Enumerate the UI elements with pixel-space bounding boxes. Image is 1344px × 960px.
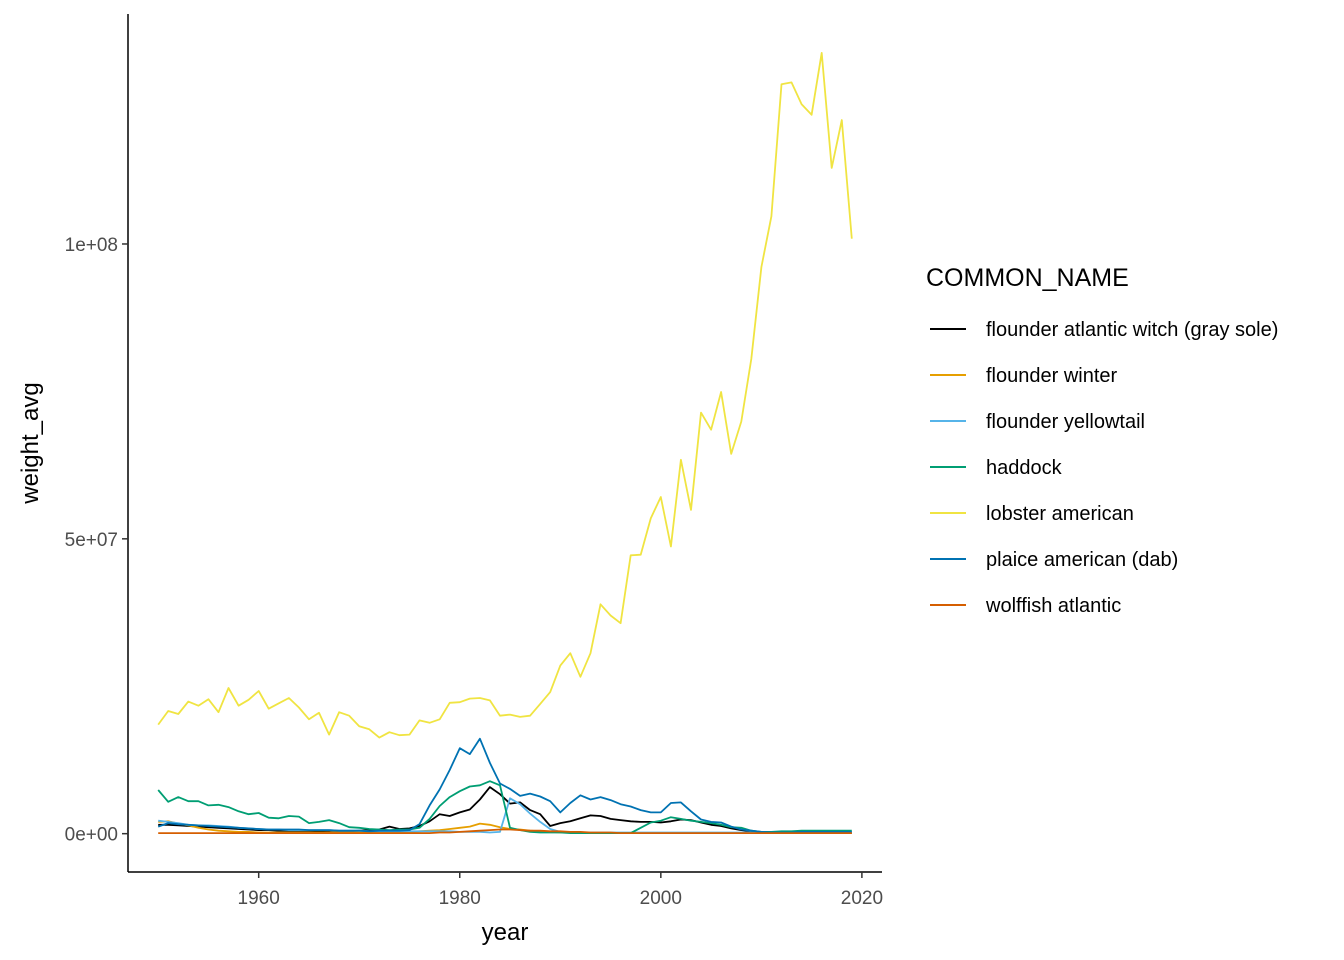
x-tick-label: 1980 [439, 888, 481, 909]
legend-entry: wolffish atlantic [930, 595, 1121, 617]
legend-entries: flounder atlantic witch (gray sole) floun… [930, 319, 1278, 617]
legend-entry: lobster american [930, 503, 1134, 525]
y-tick-label: 0e+00 [65, 825, 118, 846]
x-tick-label: 2000 [640, 888, 682, 909]
legend-label: haddock [986, 457, 1063, 479]
legend-label: flounder winter [986, 365, 1118, 387]
legend-entry: plaice american (dab) [930, 549, 1178, 571]
legend-label: wolffish atlantic [985, 595, 1121, 617]
legend: COMMON_NAME flounder atlantic witch (gra… [926, 264, 1278, 617]
legend-label: flounder atlantic witch (gray sole) [986, 319, 1278, 341]
legend-label: flounder yellowtail [986, 411, 1145, 433]
y-axis-title: weight_avg [17, 382, 44, 504]
legend-entry: flounder winter [930, 365, 1118, 387]
legend-title: COMMON_NAME [926, 264, 1129, 292]
series-line-4 [157, 780, 852, 834]
x-axis-ticks: 1960 1980 2000 2020 [238, 872, 883, 909]
plot-series [157, 52, 853, 834]
x-tick-label: 2020 [841, 888, 883, 909]
legend-entry: haddock [930, 457, 1063, 479]
x-axis-title: year [482, 919, 529, 946]
series-line-6 [157, 737, 852, 834]
x-tick-label: 1960 [238, 888, 280, 909]
y-tick-label: 1e+08 [65, 235, 118, 256]
legend-entry: flounder atlantic witch (gray sole) [930, 319, 1278, 341]
legend-entry: flounder yellowtail [930, 411, 1145, 433]
series-line-5 [157, 52, 853, 739]
legend-label: plaice american (dab) [986, 549, 1178, 571]
y-tick-label: 5e+07 [65, 530, 118, 551]
series-line-7 [158, 828, 852, 834]
y-axis-ticks: 0e+00 5e+07 1e+08 [65, 235, 128, 846]
legend-label: lobster american [986, 503, 1134, 525]
